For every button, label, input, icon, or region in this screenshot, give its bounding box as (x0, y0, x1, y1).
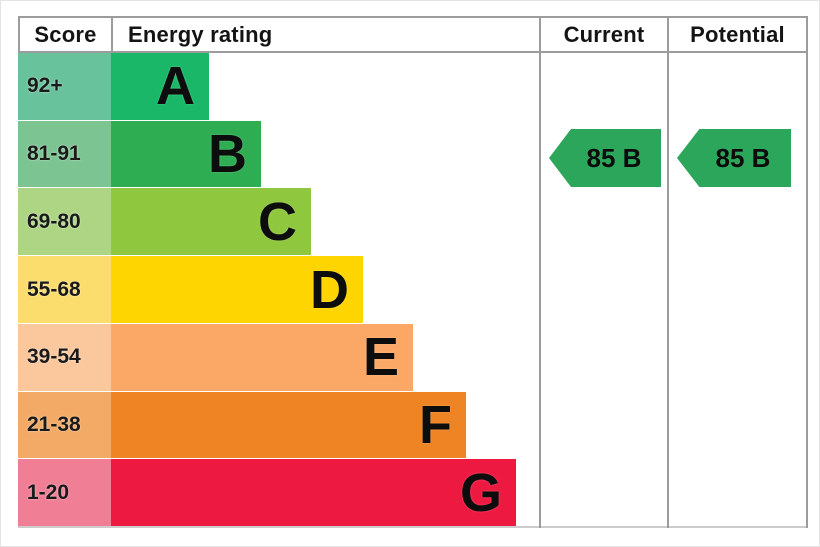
left-pointer-icon (549, 129, 661, 187)
column-header-energy-rating: Energy rating (128, 21, 273, 47)
current-rating-arrow: 85 B (549, 129, 661, 187)
rating-bar-d: D (111, 256, 363, 323)
score-range-b: 81-91 (18, 120, 111, 188)
rating-letter-e: E (362, 327, 399, 388)
band-row-a: 92+ A (18, 53, 539, 120)
rating-letter-f: F (419, 394, 452, 455)
rating-letter-g: G (459, 462, 502, 523)
column-header-current: Current (563, 21, 645, 47)
column-header-score: Score (34, 21, 97, 47)
grid-line-top (18, 16, 808, 18)
rating-bar-c: C (111, 188, 311, 256)
rating-bar-g: G (111, 459, 516, 527)
band-row-g: 1-20 G (18, 459, 539, 527)
score-range-g: 1-20 (18, 459, 111, 527)
band-row-f: 21-38 F (18, 391, 539, 459)
grid-line-score-divider (111, 16, 113, 53)
grid-line-right (806, 16, 808, 528)
rating-letter-a: A (156, 56, 195, 117)
band-row-e: 39-54 E (18, 323, 539, 391)
rating-bar-b: B (111, 120, 261, 188)
band-row-d: 55-68 D (18, 256, 539, 323)
current-rating-value: 85 B (586, 142, 642, 173)
band-rows: 92+ A 81-91 B 69-80 C 55-68 D 39-54 (18, 53, 539, 527)
potential-rating-arrow: 85 B (677, 129, 791, 187)
grid-line-left-header (18, 16, 20, 53)
grid-line-current-column (539, 16, 541, 528)
score-range-c: 69-80 (18, 188, 111, 256)
score-range-f: 21-38 (18, 391, 111, 459)
rating-bar-a: A (111, 53, 209, 120)
grid-line-potential-column (667, 16, 669, 528)
grid-line-bottom (18, 526, 808, 528)
score-range-e: 39-54 (18, 323, 111, 391)
potential-rating-value: 85 B (715, 142, 771, 173)
rating-letter-d: D (310, 259, 349, 320)
column-header-potential: Potential (690, 21, 785, 47)
rating-letter-c: C (258, 191, 297, 252)
rating-letter-b: B (208, 124, 247, 185)
rating-bar-e: E (111, 323, 413, 391)
band-row-b: 81-91 B (18, 120, 539, 188)
band-row-c: 69-80 C (18, 188, 539, 256)
score-range-d: 55-68 (18, 256, 111, 323)
rating-bar-f: F (111, 391, 466, 459)
score-range-a: 92+ (18, 53, 111, 120)
grid-line-header-bottom (18, 51, 808, 53)
left-pointer-icon (677, 129, 791, 187)
